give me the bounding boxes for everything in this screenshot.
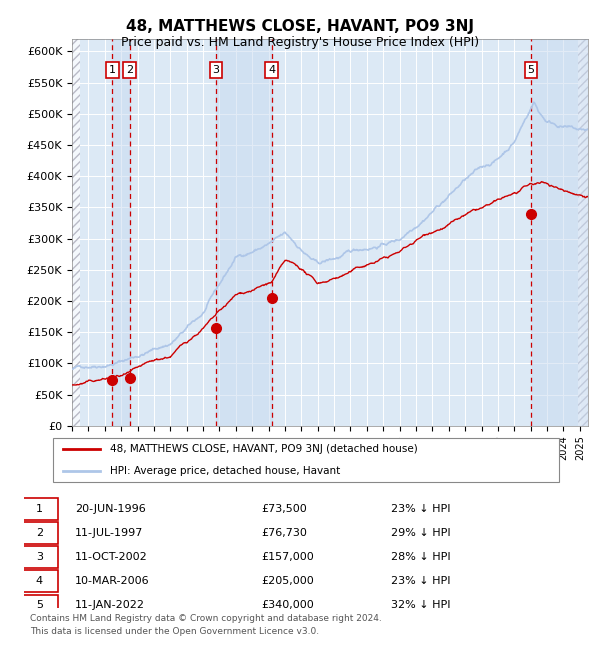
Text: 2: 2	[126, 65, 133, 75]
Text: 3: 3	[36, 552, 43, 562]
Text: 11-JAN-2022: 11-JAN-2022	[75, 601, 145, 610]
FancyBboxPatch shape	[53, 438, 559, 482]
Text: Contains HM Land Registry data © Crown copyright and database right 2024.: Contains HM Land Registry data © Crown c…	[30, 614, 382, 623]
Text: 10-MAR-2006: 10-MAR-2006	[75, 577, 149, 586]
Text: 1: 1	[36, 504, 43, 514]
Text: 28% ↓ HPI: 28% ↓ HPI	[391, 552, 450, 562]
FancyBboxPatch shape	[21, 595, 58, 616]
Text: £73,500: £73,500	[261, 504, 307, 514]
Text: £157,000: £157,000	[261, 552, 314, 562]
Text: 29% ↓ HPI: 29% ↓ HPI	[391, 528, 450, 538]
Text: 2: 2	[35, 528, 43, 538]
Bar	[216, 39, 272, 426]
Text: Price paid vs. HM Land Registry's House Price Index (HPI): Price paid vs. HM Land Registry's House …	[121, 36, 479, 49]
Text: 5: 5	[527, 65, 535, 75]
FancyBboxPatch shape	[21, 547, 58, 568]
FancyBboxPatch shape	[21, 571, 58, 592]
Bar	[112, 39, 130, 426]
Text: 5: 5	[36, 601, 43, 610]
Bar	[578, 0, 595, 426]
Text: 3: 3	[212, 65, 220, 75]
Text: This data is licensed under the Open Government Licence v3.0.: This data is licensed under the Open Gov…	[30, 627, 319, 636]
Text: 48, MATTHEWS CLOSE, HAVANT, PO9 3NJ: 48, MATTHEWS CLOSE, HAVANT, PO9 3NJ	[126, 20, 474, 34]
Text: 11-JUL-1997: 11-JUL-1997	[75, 528, 143, 538]
Text: 48, MATTHEWS CLOSE, HAVANT, PO9 3NJ (detached house): 48, MATTHEWS CLOSE, HAVANT, PO9 3NJ (det…	[110, 444, 418, 454]
FancyBboxPatch shape	[21, 499, 58, 520]
Text: £205,000: £205,000	[261, 577, 314, 586]
Text: 11-OCT-2002: 11-OCT-2002	[75, 552, 148, 562]
Text: 23% ↓ HPI: 23% ↓ HPI	[391, 577, 450, 586]
Bar	[72, 0, 80, 426]
Text: 32% ↓ HPI: 32% ↓ HPI	[391, 601, 450, 610]
Bar	[531, 39, 588, 426]
Text: £76,730: £76,730	[261, 528, 307, 538]
Text: HPI: Average price, detached house, Havant: HPI: Average price, detached house, Hava…	[110, 465, 340, 476]
Text: 23% ↓ HPI: 23% ↓ HPI	[391, 504, 450, 514]
Text: 4: 4	[35, 577, 43, 586]
Text: 4: 4	[268, 65, 275, 75]
FancyBboxPatch shape	[21, 523, 58, 544]
Bar	[72, 39, 80, 426]
Text: 20-JUN-1996: 20-JUN-1996	[75, 504, 146, 514]
Text: 1: 1	[109, 65, 116, 75]
Text: £340,000: £340,000	[261, 601, 314, 610]
